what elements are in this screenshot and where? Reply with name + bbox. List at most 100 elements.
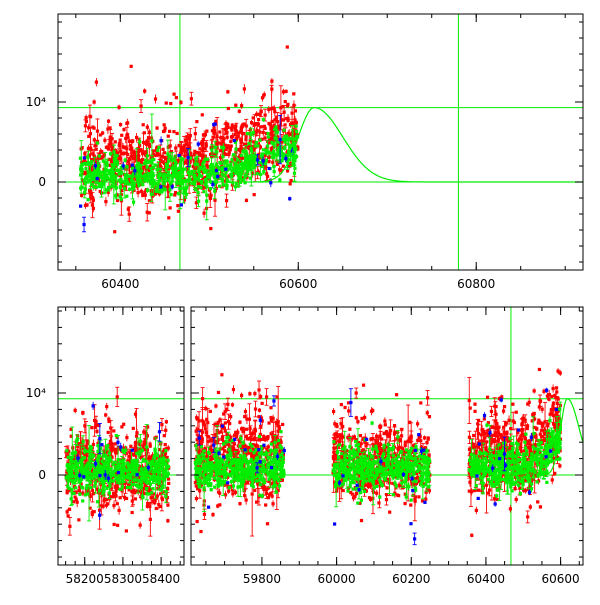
top-data-point bbox=[225, 187, 228, 190]
bottom-data-point bbox=[105, 447, 108, 450]
top-data-point bbox=[83, 152, 86, 155]
top-data-point bbox=[284, 157, 287, 160]
bottom-data-point bbox=[165, 420, 168, 423]
bottom-data-point bbox=[121, 449, 124, 452]
top-data-point bbox=[293, 138, 296, 141]
top-data-point bbox=[271, 120, 274, 123]
bottom-data-point bbox=[132, 427, 135, 430]
bottom-data-point bbox=[81, 411, 84, 414]
top-data-point bbox=[169, 206, 172, 209]
top-data-point bbox=[283, 141, 286, 144]
bottom-data-point bbox=[110, 495, 113, 498]
top-data-point bbox=[177, 210, 180, 213]
top-data-point bbox=[172, 93, 175, 96]
bottom-data-point bbox=[145, 472, 148, 475]
top-data-point bbox=[231, 124, 234, 127]
top-data-point bbox=[130, 65, 133, 68]
bottom-data-point bbox=[126, 486, 129, 489]
top-data-point bbox=[227, 107, 230, 110]
bottom-data-point bbox=[70, 488, 73, 491]
top-data-point bbox=[142, 123, 145, 126]
top-data-point bbox=[234, 124, 237, 127]
top-data-point bbox=[266, 132, 269, 135]
top-data-point bbox=[116, 163, 119, 166]
bottom-data-point bbox=[129, 445, 132, 448]
bottom-data-point bbox=[95, 423, 98, 426]
top-data-point bbox=[222, 183, 225, 186]
top-data-point bbox=[157, 146, 160, 149]
top-xtick-label: 60800 bbox=[457, 277, 495, 291]
top-data-point bbox=[282, 90, 285, 93]
top-data-point bbox=[106, 164, 109, 167]
top-data-point bbox=[102, 159, 105, 162]
top-data-point bbox=[125, 195, 128, 198]
bottom-data-point bbox=[158, 505, 161, 508]
top-data-point bbox=[137, 181, 140, 184]
top-data-point bbox=[87, 126, 90, 129]
bottom-data-point bbox=[116, 502, 119, 505]
bottom-data-point bbox=[104, 413, 107, 416]
top-data-point bbox=[84, 204, 87, 207]
top-data-point bbox=[156, 182, 159, 185]
bottom-data-point bbox=[161, 498, 164, 501]
top-data-point bbox=[176, 132, 179, 135]
top-data-point bbox=[120, 134, 123, 137]
top-data-point bbox=[154, 97, 157, 100]
top-data-point bbox=[276, 120, 279, 123]
top-plot-area bbox=[58, 14, 583, 270]
top-data-point bbox=[212, 126, 215, 129]
top-data-point bbox=[96, 141, 99, 144]
top-ytick-label: 0 bbox=[38, 175, 46, 189]
top-data-point bbox=[255, 141, 258, 144]
top-data-point bbox=[243, 87, 246, 90]
top-data-point bbox=[267, 135, 270, 138]
bottom-data-point bbox=[124, 449, 127, 452]
top-data-point bbox=[163, 151, 166, 154]
bottom-data-point bbox=[156, 494, 159, 497]
top-data-point bbox=[94, 170, 97, 173]
bottom-data-point bbox=[121, 485, 124, 488]
top-data-point bbox=[258, 139, 261, 142]
top-data-point bbox=[172, 130, 175, 133]
top-data-point bbox=[218, 161, 221, 164]
top-data-point bbox=[226, 180, 229, 183]
bottom-data-point bbox=[115, 477, 118, 480]
top-data-point bbox=[113, 177, 116, 180]
bottom-data-point bbox=[74, 495, 77, 498]
top-data-point bbox=[266, 144, 269, 147]
bottom-data-point bbox=[164, 495, 167, 498]
top-data-point bbox=[139, 149, 142, 152]
bottom-data-point bbox=[108, 452, 111, 455]
top-data-point bbox=[124, 182, 127, 185]
top-data-point bbox=[141, 183, 144, 186]
bottom-data-point bbox=[112, 429, 115, 432]
top-data-point bbox=[203, 147, 206, 150]
top-data-point bbox=[163, 188, 166, 191]
top-data-point bbox=[279, 138, 282, 141]
top-data-point bbox=[185, 186, 188, 189]
top-data-point bbox=[262, 159, 265, 162]
top-data-point bbox=[128, 188, 131, 191]
top-data-point bbox=[267, 108, 270, 111]
top-data-point bbox=[292, 92, 295, 95]
top-axes-frame bbox=[58, 14, 583, 270]
top-data-point bbox=[144, 174, 147, 177]
top-data-point bbox=[180, 203, 183, 206]
top-data-point bbox=[92, 173, 95, 176]
top-data-point bbox=[270, 87, 273, 90]
top-data-point bbox=[111, 163, 114, 166]
top-data-point bbox=[164, 127, 167, 130]
bottom-data-point bbox=[125, 529, 128, 532]
top-data-point bbox=[283, 147, 286, 150]
top-data-point bbox=[250, 121, 253, 124]
bottom-data-point bbox=[146, 502, 149, 505]
top-data-point bbox=[238, 110, 241, 113]
top-data-point bbox=[290, 112, 293, 115]
top-data-point bbox=[159, 168, 162, 171]
top-data-point bbox=[178, 144, 181, 147]
bottom-data-point bbox=[93, 419, 96, 422]
bottom-data-point bbox=[134, 497, 137, 500]
top-data-point bbox=[225, 199, 228, 202]
top-data-point bbox=[143, 131, 146, 134]
bottom-data-point bbox=[112, 504, 115, 507]
